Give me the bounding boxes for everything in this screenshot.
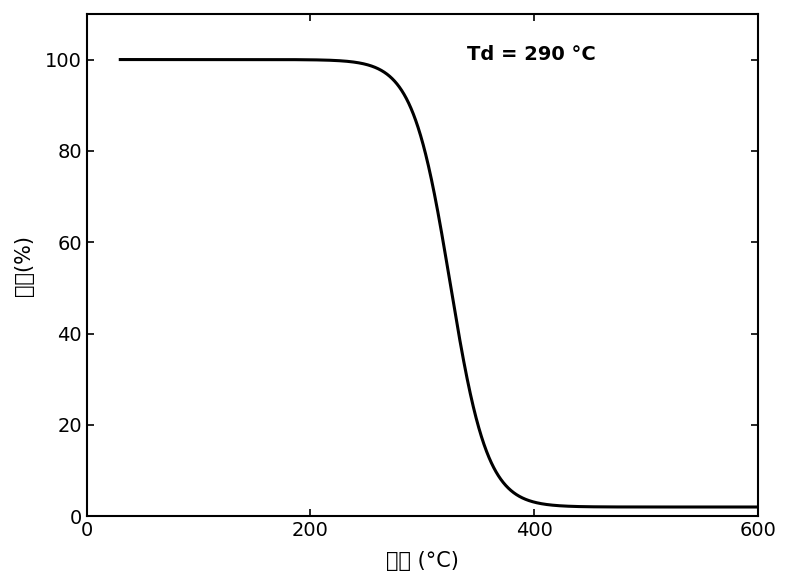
Text: Td = 290 °C: Td = 290 °C — [467, 44, 596, 64]
X-axis label: 温度 (°C): 温度 (°C) — [386, 551, 459, 571]
Y-axis label: 质量(%): 质量(%) — [14, 235, 34, 295]
